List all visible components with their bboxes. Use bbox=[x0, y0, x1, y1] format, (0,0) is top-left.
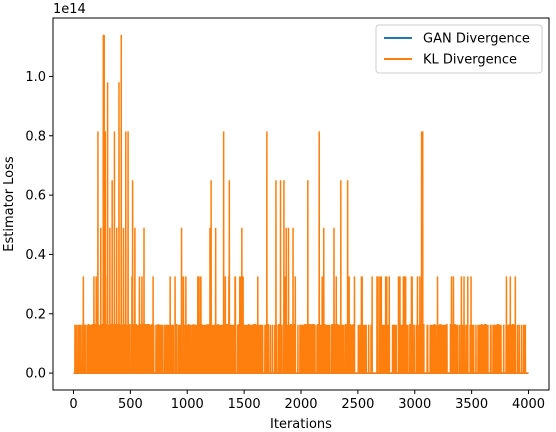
y-tick-label: 0.0 bbox=[25, 367, 46, 382]
x-tick-label: 1500 bbox=[228, 397, 261, 412]
y-tick-label: 0.4 bbox=[25, 248, 46, 263]
y-tick-label: 0.8 bbox=[25, 129, 46, 144]
x-axis-ticks: 0 500 1000 1500 2000 2500 3000 3500 4000 bbox=[69, 390, 545, 412]
plot-area bbox=[73, 34, 529, 374]
x-tick-label: 0 bbox=[69, 397, 77, 412]
legend-entry-label: KL Divergence bbox=[423, 53, 517, 68]
x-tick-label: 2000 bbox=[284, 397, 317, 412]
legend-box bbox=[375, 24, 543, 74]
y-axis-label: Estimator Loss bbox=[2, 156, 17, 252]
y-tick-label: 0.2 bbox=[25, 307, 46, 322]
x-tick-label: 4000 bbox=[512, 397, 545, 412]
legend: GAN Divergence KL Divergence bbox=[375, 24, 543, 74]
x-tick-label: 3000 bbox=[398, 397, 431, 412]
x-axis-label: Iterations bbox=[270, 417, 332, 432]
legend-entry-label: GAN Divergence bbox=[423, 32, 530, 47]
x-tick-label: 2500 bbox=[341, 397, 374, 412]
x-tick-label: 500 bbox=[118, 397, 143, 412]
y-offset-text: 1e14 bbox=[53, 2, 86, 17]
y-tick-label: 0.6 bbox=[25, 189, 46, 204]
axes-frame bbox=[52, 17, 550, 391]
x-tick-label: 3500 bbox=[455, 397, 488, 412]
y-tick-label: 1.0 bbox=[25, 70, 46, 85]
series-line-kl-divergence bbox=[73, 34, 529, 374]
x-tick-label: 1000 bbox=[171, 397, 204, 412]
y-axis-ticks: 0.0 0.2 0.4 0.6 0.8 1.0 bbox=[25, 70, 53, 382]
